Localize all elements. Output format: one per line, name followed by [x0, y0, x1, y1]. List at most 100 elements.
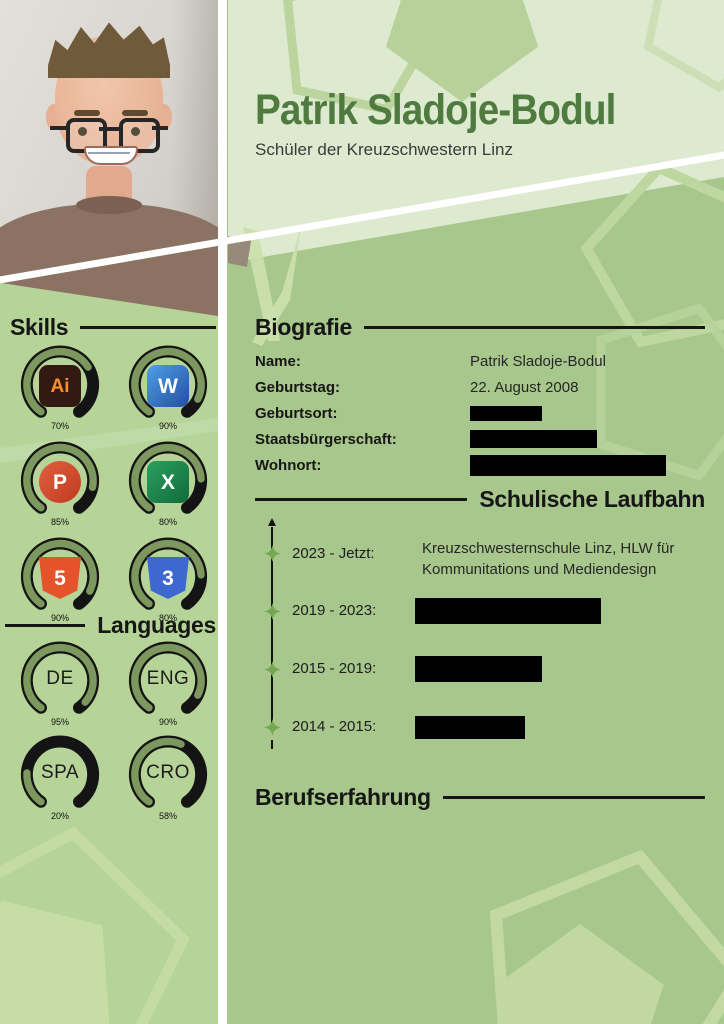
- education-value: Kreuzschwesternschule Linz, HLW für Komm…: [422, 540, 675, 578]
- skill-gauge-html5: 5 90%: [14, 536, 106, 624]
- photo-eyebrow: [122, 110, 148, 116]
- experience-heading-rule: [442, 796, 705, 799]
- photo-glasses-temple: [50, 126, 66, 130]
- timeline-diamond-icon: [263, 545, 281, 562]
- icon-letter: X: [160, 470, 175, 494]
- language-percent: 95%: [50, 717, 69, 727]
- skill-gauge-powerpoint: P 85%: [14, 440, 106, 528]
- biografie-heading-label: Biografie: [255, 314, 352, 340]
- language-gauge-cro: CRO 58%: [122, 734, 214, 822]
- timeline-end-dash: [271, 740, 273, 749]
- gauge-arc: [20, 537, 100, 610]
- education-heading-label: Schulische Laufbahn: [479, 486, 705, 512]
- bio-label: Wohnort:: [255, 456, 322, 474]
- vertical-divider-line: [218, 0, 227, 1024]
- photo-collar: [76, 196, 142, 214]
- photo-eye: [131, 127, 140, 136]
- photo-braces: [88, 152, 130, 154]
- bio-row-name: Name: Patrik Sladoje-Bodul: [255, 348, 705, 374]
- education-period: 2023 - Jetzt:: [292, 545, 375, 562]
- word-icon: W: [147, 365, 189, 407]
- skill-gauge-css3: 3 80%: [122, 536, 214, 624]
- photo-eye: [78, 127, 87, 136]
- education-heading-rule: [255, 498, 468, 501]
- redacted-value-bar: [415, 656, 542, 682]
- page-subtitle: Schüler der Kreuzschwestern Linz: [255, 140, 513, 159]
- gauge-arc: [128, 345, 208, 418]
- photo-smile: [84, 146, 138, 165]
- bio-value: Patrik Sladoje-Bodul: [470, 352, 606, 370]
- language-percent: 20%: [50, 811, 69, 821]
- education-timeline: 2023 - Jetzt: 2019 - 2023: 2015 - 2019: …: [255, 510, 705, 760]
- bio-label: Geburtsort:: [255, 404, 338, 422]
- language-code: ENG: [146, 668, 190, 689]
- redacted-value-bar: [415, 598, 601, 624]
- illustrator-icon: Ai: [39, 365, 81, 407]
- page-title: Patrik Sladoje-Bodul: [255, 86, 616, 134]
- skills-heading-label: Skills: [10, 314, 69, 340]
- redacted-value-bar: [470, 454, 666, 476]
- language-percent: 90%: [158, 717, 177, 727]
- skill-percent: 80%: [158, 613, 177, 623]
- gauge-arc: [20, 345, 100, 418]
- icon-letter: 5: [54, 566, 66, 590]
- language-code: SPA: [40, 762, 80, 783]
- skill-percent: 85%: [50, 517, 69, 527]
- bio-label: Staatsbürgerschaft:: [255, 430, 397, 448]
- education-period: 2014 - 2015:: [292, 718, 377, 735]
- css3-icon: 3: [147, 557, 189, 599]
- language-gauge-spa: SPA 20%: [14, 734, 106, 822]
- bio-row-geburtsort: Geburtsort:: [255, 400, 705, 426]
- skill-percent: 70%: [50, 421, 69, 431]
- bio-row-geburtstag: Geburtstag: 22. August 2008: [255, 374, 705, 400]
- skills-gauges: Ai 70% W 90% P 85% X 80% 5 90% 3 80%: [14, 344, 214, 624]
- language-gauge-de: DE 95%: [14, 640, 106, 728]
- bio-value: 22. August 2008: [470, 378, 579, 396]
- languages-heading-rule: [5, 624, 86, 627]
- skill-gauge-illustrator: Ai 70%: [14, 344, 106, 432]
- language-percent: 58%: [158, 811, 177, 821]
- skill-percent: 90%: [50, 613, 69, 623]
- education-period: 2019 - 2023:: [292, 602, 377, 619]
- gauge-arc: [128, 441, 208, 514]
- timeline-line: [271, 527, 273, 732]
- experience-heading: Berufserfahrung: [255, 784, 705, 811]
- timeline-diamond-icon: [263, 603, 281, 620]
- skills-heading: Skills: [10, 314, 216, 341]
- bio-label: Geburtstag:: [255, 378, 341, 396]
- icon-letter: W: [158, 374, 178, 398]
- education-heading: Schulische Laufbahn: [255, 486, 705, 513]
- education-period: 2015 - 2019:: [292, 660, 377, 677]
- gauge-arc: [20, 441, 100, 514]
- languages-heading: Languages: [5, 612, 216, 639]
- experience-heading-label: Berufserfahrung: [255, 784, 431, 810]
- powerpoint-icon: P: [39, 461, 81, 503]
- timeline-diamond-icon: [263, 719, 281, 736]
- skill-percent: 80%: [158, 517, 177, 527]
- icon-letter: Ai: [50, 375, 70, 397]
- redacted-value-bar: [470, 405, 542, 421]
- timeline-arrow-icon: [268, 518, 276, 526]
- photo-glasses-temple: [152, 126, 168, 130]
- biografie-heading: Biografie: [255, 314, 705, 341]
- language-gauge-eng: ENG 90%: [122, 640, 214, 728]
- excel-icon: X: [147, 461, 189, 503]
- skills-heading-rule: [80, 326, 216, 329]
- timeline-diamond-icon: [263, 661, 281, 678]
- photo-eyebrow: [74, 110, 100, 116]
- photo-hair: [48, 22, 170, 78]
- gauge-arc: [20, 735, 100, 808]
- gauge-arc: [128, 537, 208, 610]
- icon-letter: P: [52, 470, 67, 494]
- language-code: DE: [46, 668, 74, 689]
- language-gauges: DE 95% ENG 90% SPA 20% CRO 58%: [14, 640, 214, 822]
- languages-heading-label: Languages: [97, 612, 216, 638]
- profile-photo: [0, 0, 218, 316]
- skill-gauge-excel: X 80%: [122, 440, 214, 528]
- redacted-value-bar: [415, 716, 525, 739]
- language-code: CRO: [146, 762, 190, 783]
- gauge-arc: [128, 641, 208, 714]
- biografie-heading-rule: [363, 326, 705, 329]
- bio-row-wohnort: Wohnort:: [255, 452, 705, 478]
